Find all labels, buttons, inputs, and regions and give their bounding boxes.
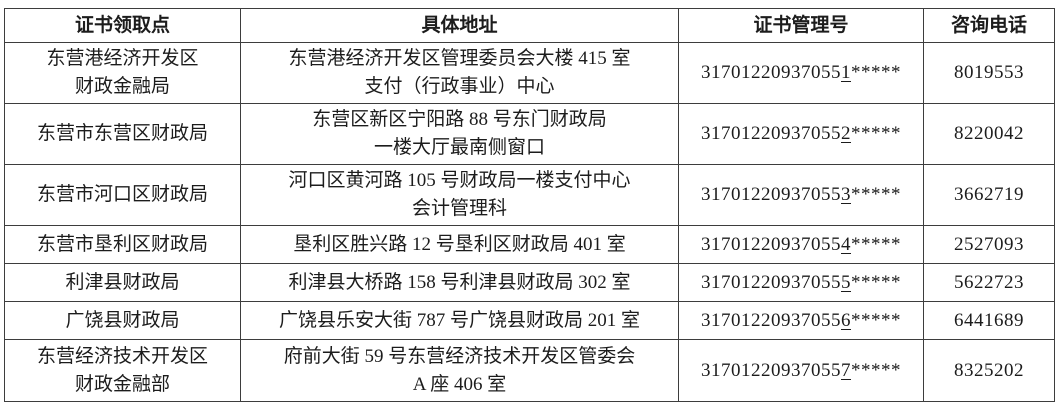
cert-mask: *****: [851, 184, 901, 205]
table-row: 利津县财政局 利津县大桥路 158 号利津县财政局 302 室 31701220…: [4, 263, 1055, 302]
header-phone: 咨询电话: [923, 8, 1055, 43]
pickup-point-cell: 东营市东营区财政局: [4, 103, 241, 165]
header-row: 证书领取点 具体地址 证书管理号 咨询电话: [4, 8, 1055, 43]
cert-number-cell: 317012209370551*****: [678, 42, 924, 104]
phone-cell: 3662719: [923, 164, 1055, 226]
address-cell: 东营港经济开发区管理委员会大楼 415 室 支付（行政事业）中心: [240, 42, 679, 104]
cert-number-cell: 317012209370556*****: [678, 301, 924, 340]
cert-mask: *****: [851, 359, 901, 381]
cert-prefix: 31701220937055: [701, 123, 841, 144]
address-cell: 东营区新区宁阳路 88 号东门财政局 一楼大厅最南侧窗口: [240, 103, 679, 165]
phone-cell: 6441689: [923, 301, 1055, 340]
address-cell: 利津县大桥路 158 号利津县财政局 302 室: [240, 263, 679, 302]
table-row: 东营市东营区财政局 东营区新区宁阳路 88 号东门财政局 一楼大厅最南侧窗口 3…: [4, 103, 1055, 165]
cert-mask: *****: [851, 62, 901, 83]
table-row: 东营市垦利区财政局 垦利区胜兴路 12 号垦利区财政局 401 室 317012…: [4, 225, 1055, 264]
cert-prefix: 31701220937055: [701, 309, 841, 331]
cert-prefix: 31701220937055: [701, 62, 841, 83]
cert-digit-underlined: 5: [841, 271, 851, 293]
header-cert-number: 证书管理号: [678, 8, 924, 43]
table-row: 东营市河口区财政局 河口区黄河路 105 号财政局一楼支付中心 会计管理科 31…: [4, 164, 1055, 226]
pickup-point-cell: 东营市河口区财政局: [4, 164, 241, 226]
cert-mask: *****: [851, 271, 901, 293]
header-pickup-point: 证书领取点: [4, 8, 241, 43]
cert-mask: *****: [851, 233, 901, 255]
cert-digit-underlined: 7: [841, 359, 851, 381]
table-row: 东营经济技术开发区 财政金融部 府前大街 59 号东营经济技术开发区管委会 A …: [4, 339, 1055, 402]
table-row: 东营港经济开发区 财政金融局 东营港经济开发区管理委员会大楼 415 室 支付（…: [4, 42, 1055, 104]
cert-number-cell: 317012209370555*****: [678, 263, 924, 302]
cert-digit-underlined: 6: [841, 309, 851, 331]
address-cell: 垦利区胜兴路 12 号垦利区财政局 401 室: [240, 225, 679, 264]
cert-prefix: 31701220937055: [701, 359, 841, 381]
phone-cell: 5622723: [923, 263, 1055, 302]
cert-mask: *****: [851, 123, 901, 144]
pickup-point-cell: 利津县财政局: [4, 263, 241, 302]
cert-digit-underlined: 1: [841, 62, 851, 83]
cert-number-cell: 317012209370552*****: [678, 103, 924, 165]
pickup-point-cell: 东营经济技术开发区 财政金融部: [4, 339, 241, 402]
phone-cell: 8220042: [923, 103, 1055, 165]
table-row: 广饶县财政局 广饶县乐安大街 787 号广饶县财政局 201 室 3170122…: [4, 301, 1055, 340]
cert-number-cell: 317012209370557*****: [678, 339, 924, 402]
cert-digit-underlined: 4: [841, 233, 851, 255]
cert-prefix: 31701220937055: [701, 233, 841, 255]
phone-cell: 8325202: [923, 339, 1055, 402]
phone-cell: 2527093: [923, 225, 1055, 264]
pickup-point-cell: 东营港经济开发区 财政金融局: [4, 42, 241, 104]
address-cell: 河口区黄河路 105 号财政局一楼支付中心 会计管理科: [240, 164, 679, 226]
cert-prefix: 31701220937055: [701, 184, 841, 205]
pickup-point-cell: 广饶县财政局: [4, 301, 241, 340]
phone-cell: 8019553: [923, 42, 1055, 104]
pickup-point-cell: 东营市垦利区财政局: [4, 225, 241, 264]
header-address: 具体地址: [240, 8, 679, 43]
cert-prefix: 31701220937055: [701, 271, 841, 293]
cert-number-cell: 317012209370553*****: [678, 164, 924, 226]
cert-digit-underlined: 2: [841, 123, 851, 144]
cert-mask: *****: [851, 309, 901, 331]
address-cell: 广饶县乐安大街 787 号广饶县财政局 201 室: [240, 301, 679, 340]
address-cell: 府前大街 59 号东营经济技术开发区管委会 A 座 406 室: [240, 339, 679, 402]
certificate-pickup-table: 证书领取点 具体地址 证书管理号 咨询电话 东营港经济开发区 财政金融局 东营港…: [4, 8, 1055, 402]
cert-number-cell: 317012209370554*****: [678, 225, 924, 264]
cert-digit-underlined: 3: [841, 184, 851, 205]
